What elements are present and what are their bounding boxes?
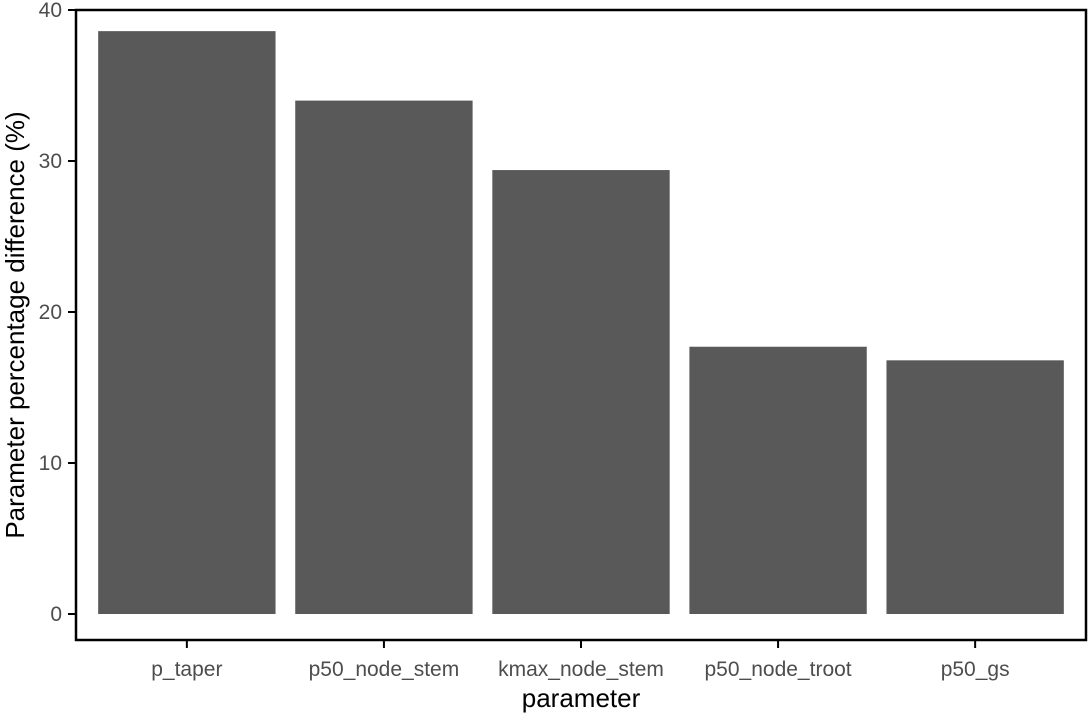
- bar-p50-gs: [886, 360, 1064, 614]
- y-axis-title: Parameter percentage difference (%): [0, 111, 30, 538]
- y-tick-label: 0: [50, 603, 62, 626]
- bar-p50-node-troot: [689, 346, 867, 614]
- x-tick-label: p50_gs: [941, 658, 1010, 681]
- x-tick-label: kmax_node_stem: [498, 658, 664, 681]
- x-axis: p_taper p50_node_stem kmax_node_stem p50_no…: [151, 640, 1010, 681]
- x-tick-label: p50_node_stem: [309, 658, 460, 681]
- y-tick-label: 40: [39, 0, 62, 22]
- bar-p-taper: [98, 31, 276, 614]
- bars-group: [98, 31, 1064, 615]
- bar-p50-node-stem: [295, 100, 473, 615]
- y-tick-label: 20: [39, 301, 62, 324]
- x-tick-label: p_taper: [151, 658, 222, 681]
- y-tick-label: 10: [39, 452, 62, 475]
- y-tick-label: 30: [39, 150, 62, 173]
- x-tick-label: p50_node_troot: [705, 658, 852, 681]
- x-axis-title: parameter: [522, 683, 641, 713]
- bar-kmax-node-stem: [492, 170, 670, 614]
- y-axis: 0 10 20 30 40: [39, 0, 76, 626]
